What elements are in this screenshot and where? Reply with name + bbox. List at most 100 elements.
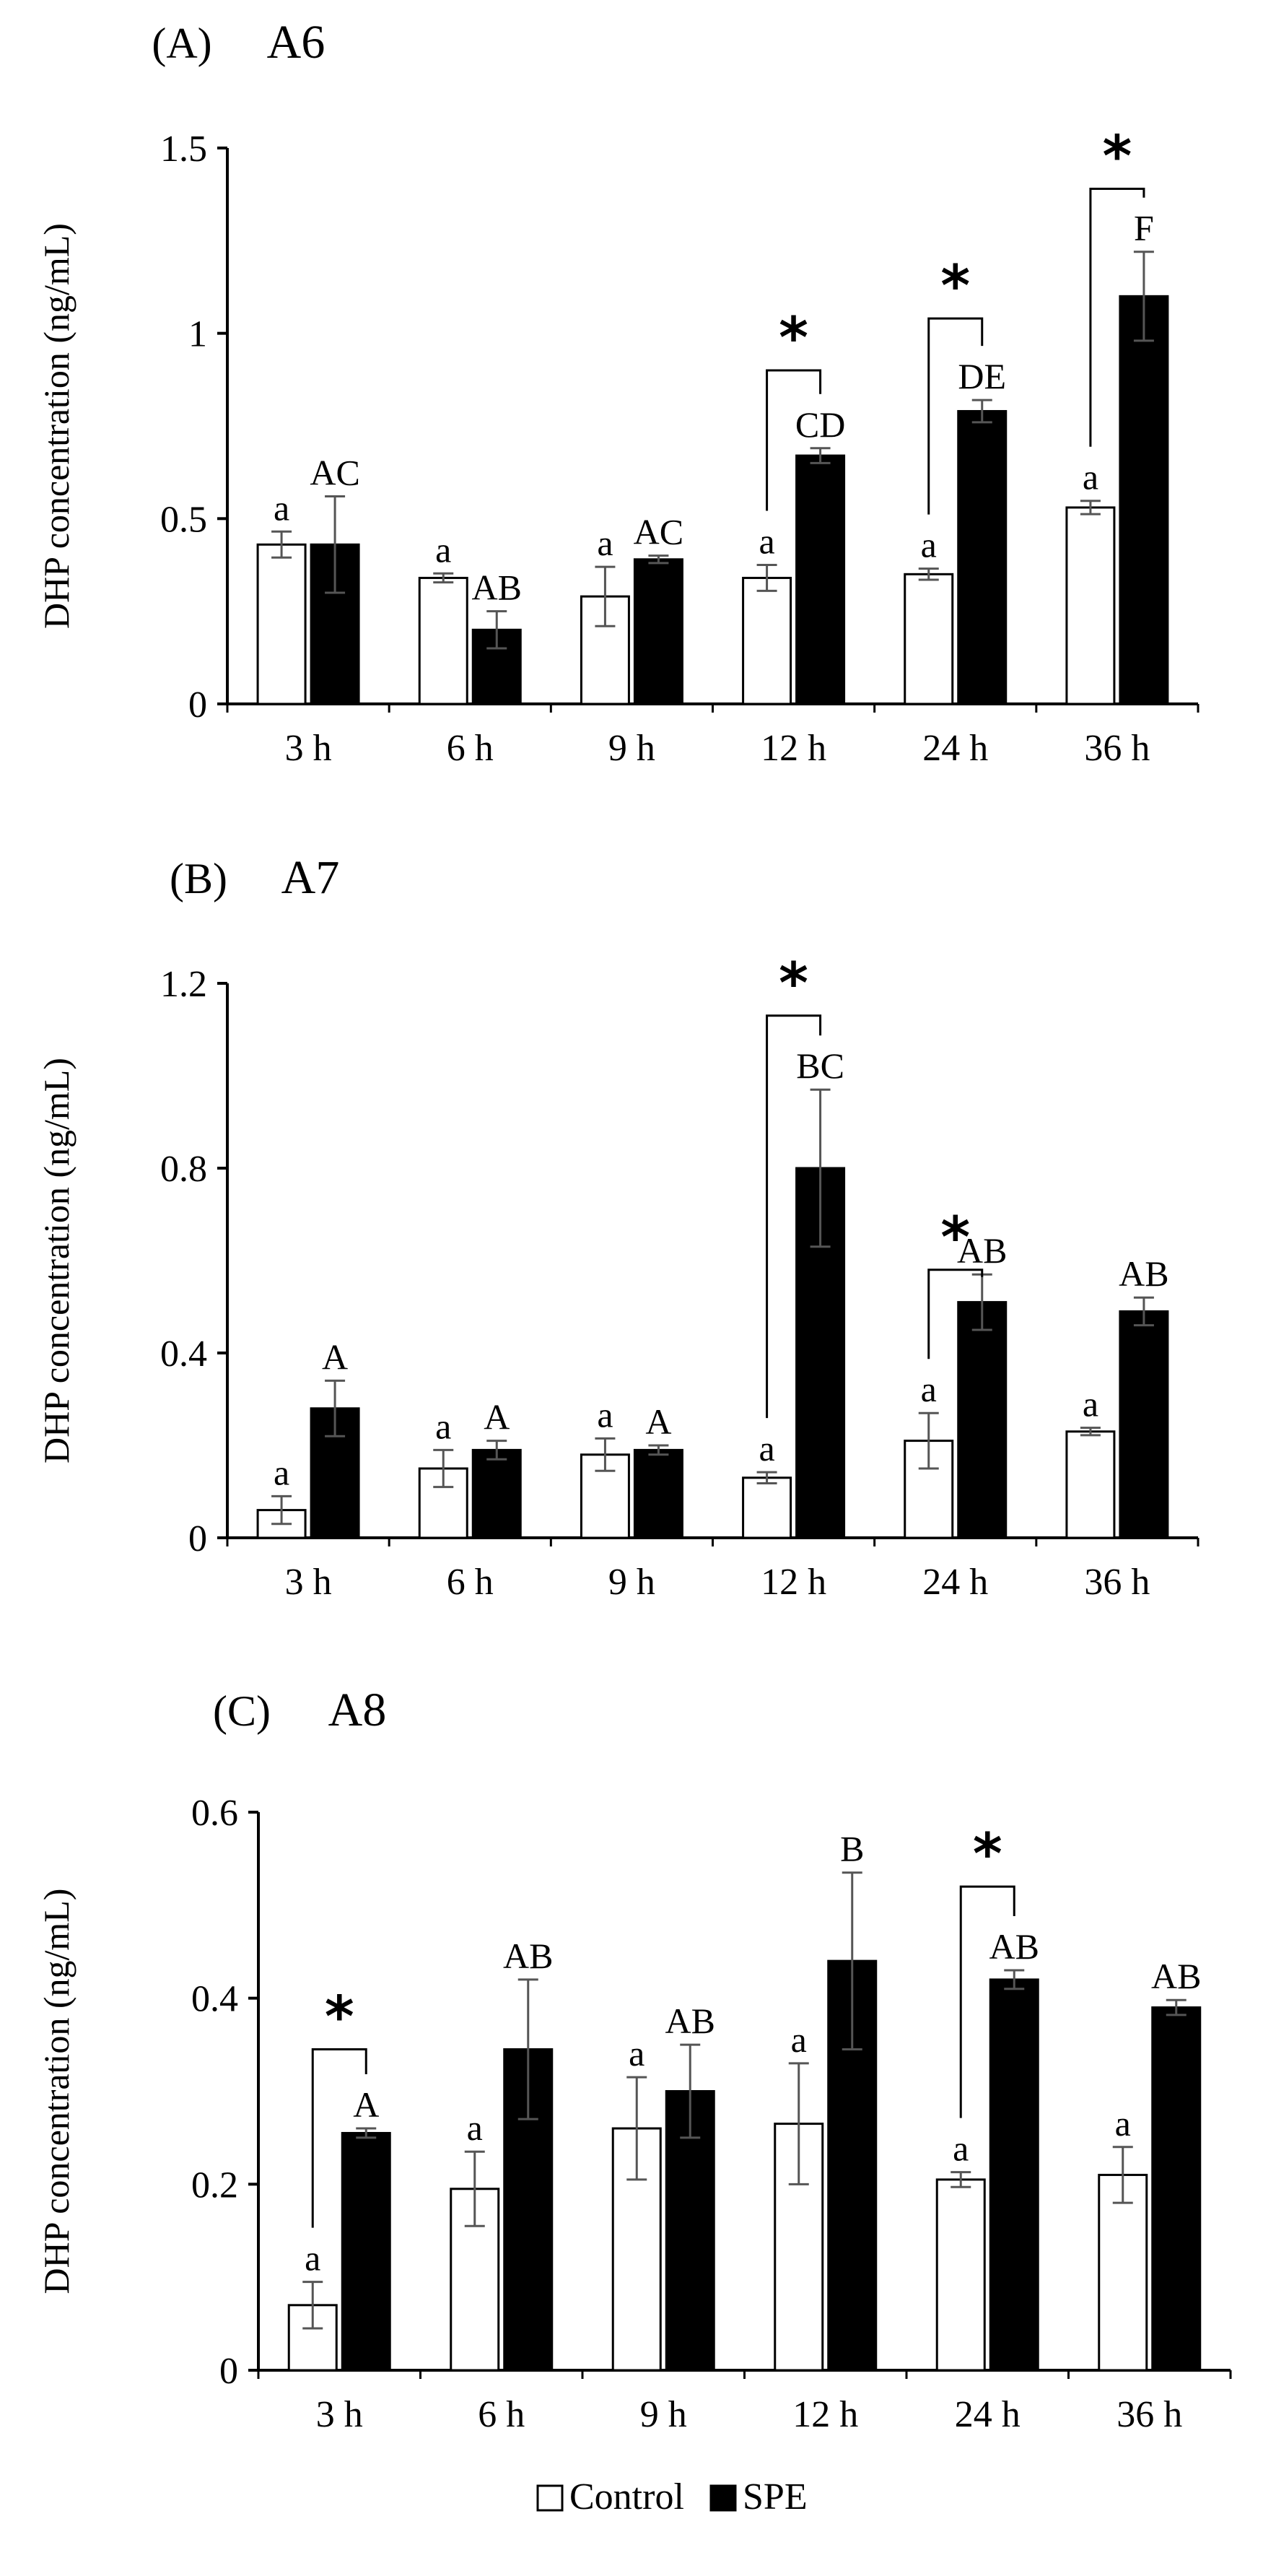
bar-control-3h xyxy=(287,2304,338,2372)
bar-spe-24h xyxy=(957,409,1008,705)
group-letter-label: a xyxy=(1083,457,1098,497)
y-tick-label: 1.2 xyxy=(160,964,207,1005)
group-letter-label: a xyxy=(791,2019,807,2060)
bar-control-36h xyxy=(1098,2173,1148,2372)
legend-swatch-control xyxy=(536,2484,564,2512)
group-letter-label: B xyxy=(840,1829,864,1869)
bar-spe-36h xyxy=(1119,295,1169,705)
group-letter-label: a xyxy=(597,1394,613,1435)
group-letter-label: a xyxy=(759,1428,774,1468)
bar-control-36h xyxy=(1065,506,1116,705)
x-tick-label: 12 h xyxy=(761,1562,826,1603)
significance-star: * xyxy=(779,306,808,371)
bar-control-24h xyxy=(904,573,954,705)
chart-panel-a7: (B) A7 DHP concentration (ng/mL) 0 0.4 0.8 1.2… xyxy=(36,851,1199,1603)
x-tick-label: 24 h xyxy=(922,1562,988,1603)
group-letter-label: A xyxy=(645,1401,671,1442)
y-tick-label: 0.4 xyxy=(191,1979,238,2020)
x-tick-label: 6 h xyxy=(447,1562,494,1603)
x-tick-label: 9 h xyxy=(640,2394,687,2435)
x-tick-label: 6 h xyxy=(478,2394,525,2435)
significance-bracket xyxy=(766,369,822,511)
significance-star: * xyxy=(1103,124,1132,189)
bar-spe-36h xyxy=(1119,1310,1169,1539)
legend-label-spe: SPE xyxy=(743,2476,808,2518)
group-letter-label: A xyxy=(353,2084,379,2125)
group-letter-label: AB xyxy=(665,2001,715,2041)
x-tick-label: 3 h xyxy=(285,1562,332,1603)
y-tick-label: 0.6 xyxy=(191,1793,238,1834)
y-tick-label: 0 xyxy=(219,2351,238,2392)
bar-control-24h xyxy=(935,2178,986,2372)
y-tick-label: 1.5 xyxy=(160,129,207,170)
significance-bracket xyxy=(959,1885,1015,2118)
significance-bracket xyxy=(311,2048,367,2228)
group-letter-label: a xyxy=(629,2033,644,2074)
x-tick-label: 12 h xyxy=(761,728,826,769)
x-tick-label: 9 h xyxy=(608,1562,655,1603)
y-tick-label: 0 xyxy=(188,1518,207,1559)
x-tick-label: 36 h xyxy=(1084,728,1150,769)
group-letter-label: a xyxy=(1083,1384,1098,1424)
bar-spe-12h xyxy=(795,454,846,705)
significance-star: * xyxy=(940,1206,970,1271)
x-tick-label: 36 h xyxy=(1084,1562,1150,1603)
bar-spe-24h xyxy=(989,1978,1039,2372)
y-tick-label: 0.5 xyxy=(160,499,207,540)
group-letter-label: A xyxy=(322,1336,348,1377)
group-letter-label: a xyxy=(467,2107,483,2148)
group-letter-label: a xyxy=(305,2238,320,2279)
group-letter-label: a xyxy=(274,487,289,528)
bar-control-9h xyxy=(580,1453,630,1539)
group-letter-label: a xyxy=(921,525,937,565)
x-tick-label: 36 h xyxy=(1116,2394,1182,2435)
legend: Control SPE xyxy=(536,2476,808,2518)
panel-letter: (A) xyxy=(152,19,211,67)
group-letter-label: BC xyxy=(796,1045,844,1086)
significance-star: * xyxy=(940,254,970,319)
significance-star: * xyxy=(325,1985,354,2050)
significance-bracket xyxy=(1089,187,1145,447)
group-letter-label: DE xyxy=(958,356,1006,396)
x-tick-label: 3 h xyxy=(316,2394,363,2435)
x-tick-label: 24 h xyxy=(955,2394,1021,2435)
group-letter-label: AC xyxy=(634,512,683,552)
x-tick-label: 12 h xyxy=(792,2394,858,2435)
bar-control-12h xyxy=(742,576,792,705)
group-letter-label: a xyxy=(759,521,774,562)
significance-star: * xyxy=(973,1822,1002,1887)
chart-panel-a6: (A) A6 DHP concentration (ng/mL) 0 0.5 1 1.5 3 … xyxy=(36,16,1199,769)
x-tick-label: 9 h xyxy=(608,728,655,769)
group-letter-label: a xyxy=(274,1452,289,1492)
panel-title: A6 xyxy=(267,16,325,69)
group-letter-label: a xyxy=(435,529,451,570)
group-letter-label: a xyxy=(1115,2103,1131,2144)
bar-spe-9h xyxy=(633,558,683,705)
y-tick-label: 1 xyxy=(188,314,207,355)
chart-panel-a8: (C) A8 DHP concentration (ng/mL) 0 0.2 0.4 0.6… xyxy=(36,1684,1232,2435)
bar-control-3h xyxy=(256,543,307,705)
x-tick-label: 3 h xyxy=(285,728,332,769)
significance-bracket xyxy=(927,1269,984,1359)
y-tick-label: 0.4 xyxy=(160,1333,207,1375)
panel-title: A8 xyxy=(328,1684,387,1736)
panels: (A) A6 DHP concentration (ng/mL) 0 0.5 1 1.5 3 … xyxy=(36,16,1232,2435)
group-letter-label: AC xyxy=(310,453,359,493)
significance-star: * xyxy=(779,952,808,1017)
significance-bracket xyxy=(927,317,984,515)
y-axis-label: DHP concentration (ng/mL) xyxy=(36,223,77,629)
group-letter-label: a xyxy=(435,1406,451,1446)
bar-spe-36h xyxy=(1151,2006,1202,2372)
group-letter-label: CD xyxy=(795,404,845,445)
group-letter-label: AB xyxy=(957,1230,1007,1271)
panel-title: A7 xyxy=(281,851,340,904)
y-axis-label: DHP concentration (ng/mL) xyxy=(36,1889,77,2294)
group-letter-label: a xyxy=(921,1369,937,1409)
y-axis-label: DHP concentration (ng/mL) xyxy=(36,1058,77,1463)
group-letter-label: AB xyxy=(989,1926,1039,1967)
panel-letter: (C) xyxy=(213,1687,271,1735)
bar-control-6h xyxy=(418,576,468,705)
group-letter-label: A xyxy=(484,1397,510,1437)
bar-control-36h xyxy=(1065,1430,1116,1539)
